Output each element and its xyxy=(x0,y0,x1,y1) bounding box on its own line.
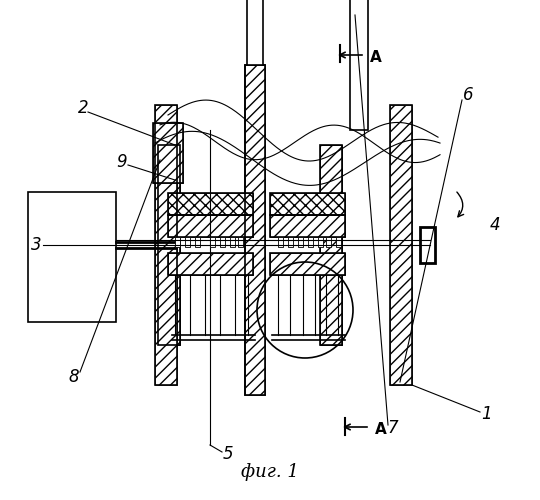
Text: 8: 8 xyxy=(69,368,79,386)
Text: 3: 3 xyxy=(31,236,42,254)
Bar xyxy=(238,237,243,247)
Bar xyxy=(320,145,342,345)
Bar xyxy=(270,253,345,275)
Bar xyxy=(318,237,323,247)
Text: 1: 1 xyxy=(481,405,491,423)
Bar xyxy=(320,145,342,345)
Bar xyxy=(158,145,180,345)
Bar xyxy=(155,105,177,385)
Bar xyxy=(220,237,225,247)
Text: 4: 4 xyxy=(490,216,501,234)
Bar xyxy=(270,193,345,215)
Bar xyxy=(336,237,341,247)
Bar xyxy=(185,237,190,247)
Text: 9: 9 xyxy=(117,153,127,171)
Bar xyxy=(390,105,412,385)
Bar xyxy=(168,253,253,275)
Bar xyxy=(155,105,177,385)
Bar xyxy=(390,105,412,385)
Bar xyxy=(230,237,235,247)
Text: 6: 6 xyxy=(463,86,474,104)
Bar xyxy=(168,215,253,237)
Bar xyxy=(326,237,331,247)
Bar xyxy=(195,237,200,247)
Bar xyxy=(270,215,345,237)
Text: A: A xyxy=(370,50,382,64)
Bar xyxy=(247,0,263,65)
Bar xyxy=(420,227,435,263)
Bar xyxy=(350,0,368,130)
Bar xyxy=(168,193,253,215)
Bar xyxy=(270,215,345,237)
Bar xyxy=(168,253,253,275)
Bar xyxy=(278,237,283,247)
Bar xyxy=(298,237,303,247)
Bar xyxy=(308,237,313,247)
Text: 5: 5 xyxy=(222,445,233,463)
Text: 7: 7 xyxy=(388,419,399,437)
Bar xyxy=(270,253,345,275)
Bar xyxy=(270,193,345,215)
Bar xyxy=(288,237,293,247)
Bar xyxy=(153,123,183,183)
Text: фиг. 1: фиг. 1 xyxy=(241,463,299,481)
Bar xyxy=(245,65,265,395)
Bar xyxy=(168,215,253,237)
Bar xyxy=(28,192,116,322)
Bar xyxy=(245,65,265,395)
Text: 2: 2 xyxy=(78,99,89,117)
Bar xyxy=(153,123,183,183)
Bar xyxy=(158,145,180,345)
Bar xyxy=(245,65,265,395)
Bar xyxy=(168,193,253,215)
Bar xyxy=(210,237,215,247)
Text: A: A xyxy=(375,422,387,436)
Bar xyxy=(175,237,180,247)
